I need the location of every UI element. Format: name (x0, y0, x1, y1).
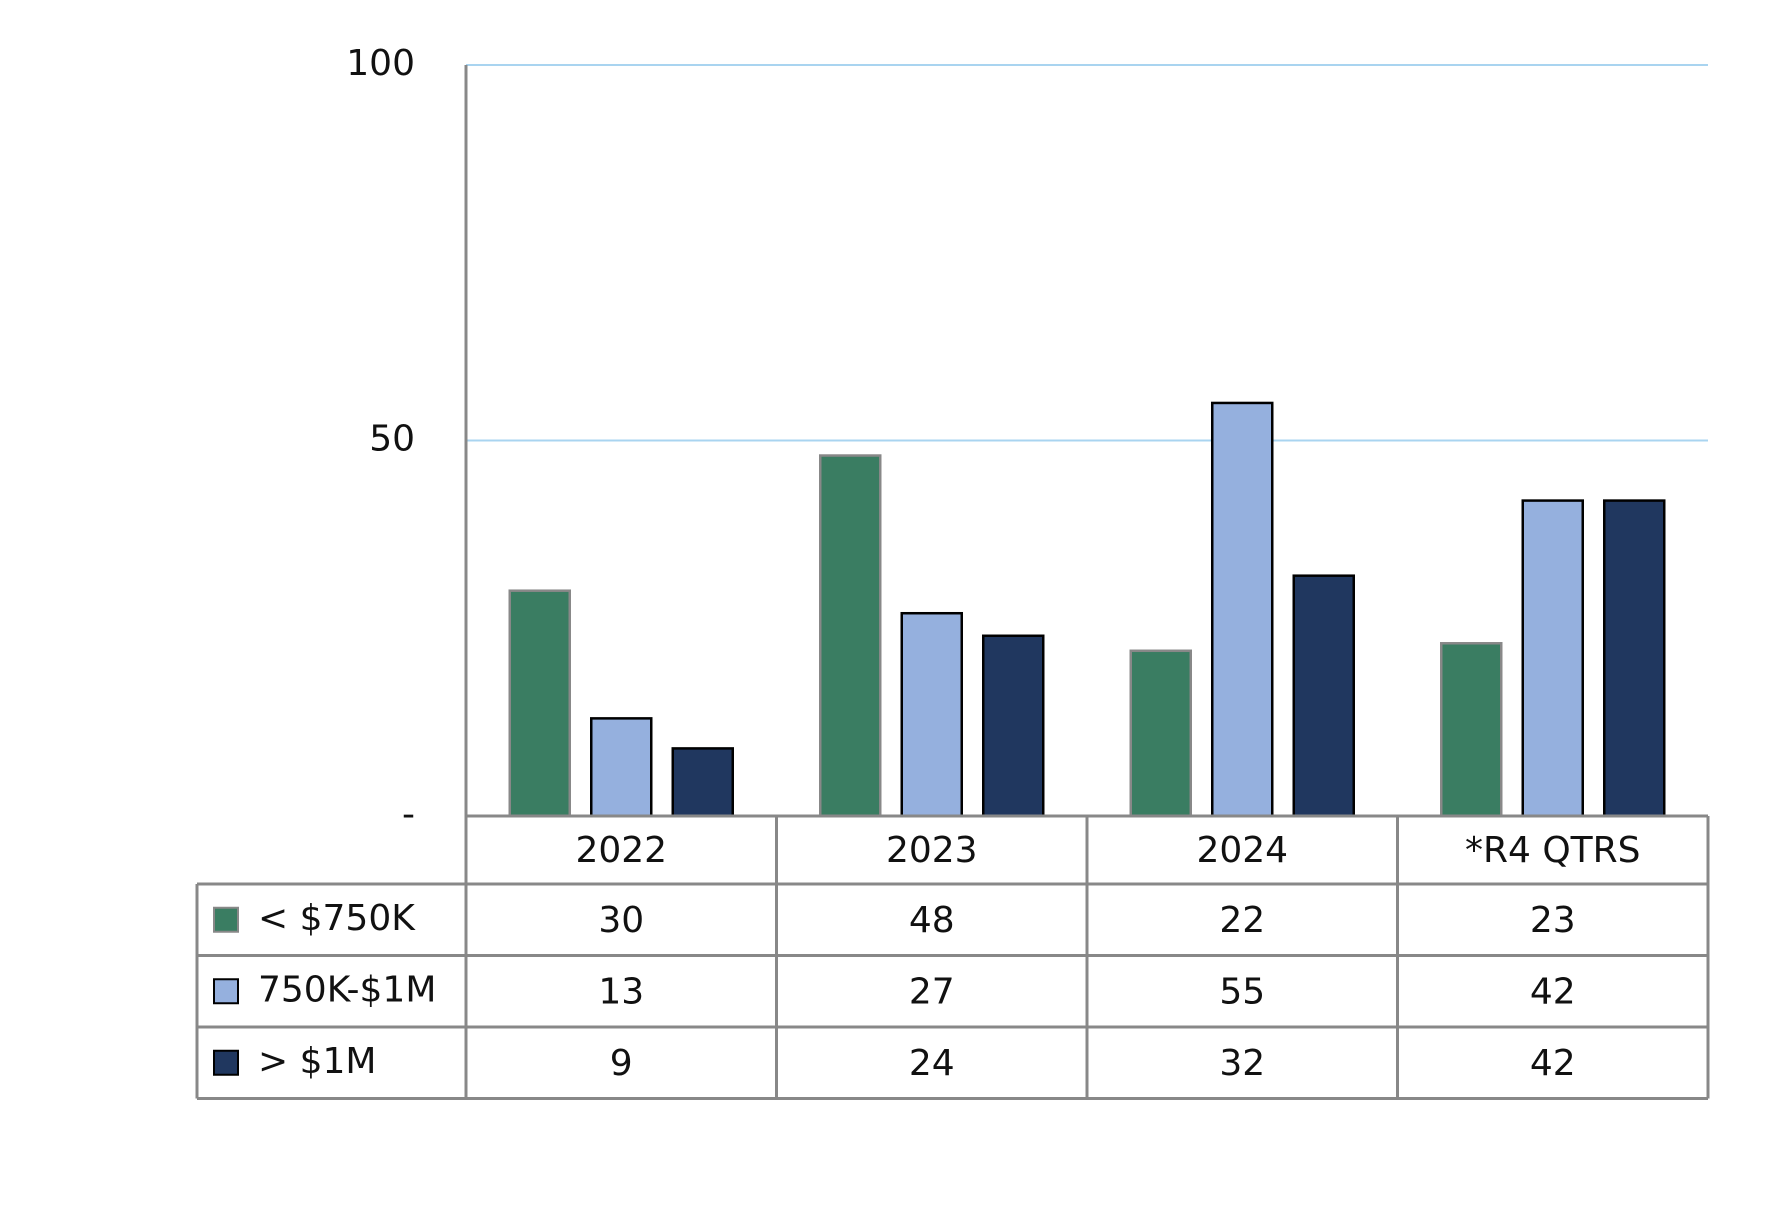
table-value: 9 (610, 1043, 633, 1084)
table-value: 32 (1219, 1043, 1265, 1084)
bar (819, 454, 882, 818)
bar (900, 611, 963, 818)
table-value: 13 (598, 971, 644, 1012)
x-tick-label: 2023 (886, 830, 978, 871)
x-tick-label: *R4 QTRS (1465, 830, 1641, 871)
bar (590, 717, 653, 818)
table-value: 48 (909, 900, 955, 941)
table-value: 55 (1219, 971, 1265, 1012)
table-value: 27 (909, 971, 955, 1012)
table-value: 30 (598, 900, 644, 941)
table-value: 42 (1530, 971, 1576, 1012)
bar (1129, 649, 1192, 818)
bar (1440, 642, 1503, 818)
bar (982, 634, 1045, 818)
bar (671, 747, 734, 818)
table-value: 42 (1530, 1043, 1576, 1084)
legend-swatch (213, 1049, 239, 1076)
legend-swatch (213, 978, 239, 1005)
bar (1211, 401, 1274, 818)
x-tick-label: 2024 (1196, 830, 1288, 871)
bar (1521, 499, 1584, 818)
legend-label: < $750K (258, 898, 416, 939)
legend-swatch (213, 906, 239, 933)
y-tick-label: 100 (346, 43, 415, 84)
y-tick-label: 50 (369, 419, 415, 460)
table-value: 22 (1219, 900, 1265, 941)
bar (1603, 499, 1666, 818)
legend-label: > $1M (258, 1041, 376, 1082)
legend-label: 750K-$1M (258, 969, 436, 1010)
table-value: 24 (909, 1043, 955, 1084)
bar (1292, 574, 1355, 818)
table-value: 23 (1530, 900, 1576, 941)
bar (508, 589, 571, 818)
x-tick-label: 2022 (575, 830, 667, 871)
y-tick-label: - (402, 794, 415, 835)
